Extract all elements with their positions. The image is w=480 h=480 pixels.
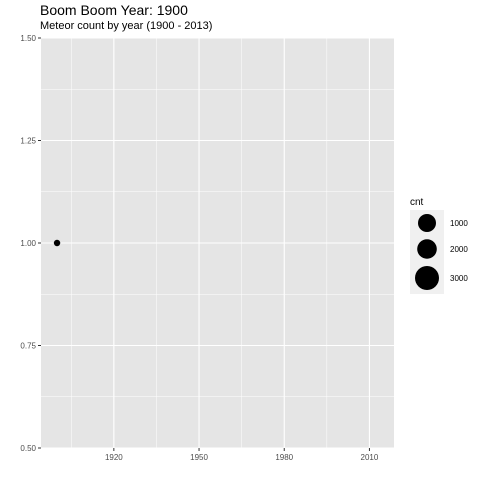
legend-key-circle — [415, 266, 439, 290]
legend-key-circle — [418, 214, 436, 232]
legend-label: 1000 — [450, 219, 468, 228]
x-tick-label: 1980 — [275, 453, 293, 462]
y-tick-label: 1.25 — [20, 137, 36, 146]
chart-subtitle: Meteor count by year (1900 - 2013) — [40, 20, 213, 32]
x-tick-label: 1920 — [105, 453, 123, 462]
size-legend: cnt 1000 2000 3000 — [410, 197, 468, 294]
y-tick-label: 1.50 — [20, 34, 36, 43]
x-axis: 1920 1950 1980 2010 — [105, 448, 379, 462]
grid-major — [41, 37, 394, 449]
chart-title: Boom Boom Year: 1900 — [40, 2, 188, 18]
y-tick-label: 1.00 — [20, 239, 36, 248]
y-axis: 0.50 0.75 1.00 1.25 1.50 — [20, 34, 41, 453]
y-tick-label: 0.50 — [20, 444, 36, 453]
legend-title: cnt — [410, 197, 424, 208]
x-tick-label: 2010 — [361, 453, 379, 462]
y-tick-label: 0.75 — [20, 342, 36, 351]
data-point — [53, 239, 61, 247]
legend-key-circle — [417, 239, 437, 259]
x-tick-label: 1950 — [190, 453, 208, 462]
legend-label: 3000 — [450, 274, 468, 283]
legend-label: 2000 — [450, 245, 468, 254]
data-points — [53, 239, 61, 247]
